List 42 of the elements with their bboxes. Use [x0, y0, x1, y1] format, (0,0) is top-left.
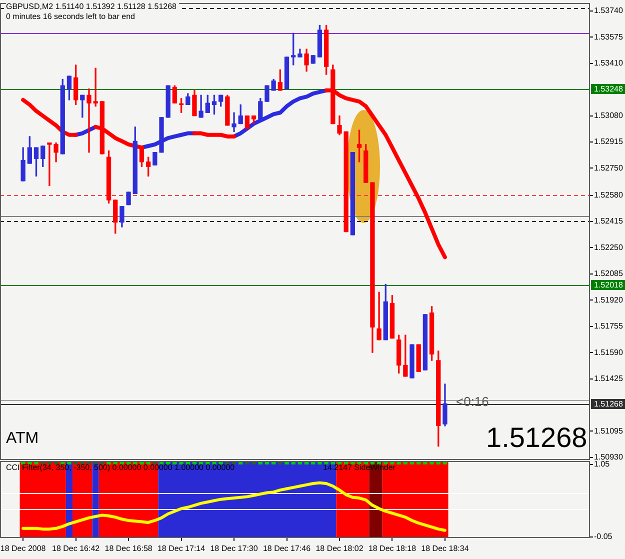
- y-tick-label: 1.51920: [594, 295, 624, 304]
- y-tick-label: 1.53740: [594, 6, 624, 16]
- y-tick-label: 1.05: [594, 460, 610, 469]
- x-tick-label: 18 Dec 18:02: [316, 544, 364, 554]
- candlestick: [422, 314, 428, 370]
- x-tick-label: 18 Dec 2008: [0, 544, 46, 554]
- y-tick-label: 1.51095: [594, 426, 624, 436]
- x-tick-label: 18 Dec 17:46: [262, 544, 312, 554]
- y-tick-label: 1.53575: [594, 32, 624, 42]
- y-tick-label: 1.52415: [594, 216, 624, 226]
- y-tick-label: 1.51425: [594, 374, 624, 383]
- candlestick: [416, 344, 421, 372]
- y-tick-label: 1.52915: [594, 137, 624, 146]
- annotation: 1.51268: [486, 422, 588, 454]
- y-tick-label: 1.53410: [594, 58, 624, 68]
- y-tick-label: 1.52750: [594, 163, 624, 172]
- y-tick-label: 1.52580: [594, 190, 624, 200]
- ref-line-label: 1.51268: [594, 400, 624, 409]
- candlestick: [244, 115, 250, 129]
- x-tick-label: 18 Dec 17:30: [210, 544, 258, 554]
- x-tick-label: 18 Dec 17:14: [157, 544, 206, 554]
- y-tick-label: 1.53080: [594, 111, 624, 120]
- y-tick-label: 1.50930: [594, 452, 624, 462]
- x-tick-label: 18 Dec 18:18: [368, 544, 417, 554]
- text: 0 minutes 16 seconds left to bar end: [6, 12, 137, 22]
- y-tick-label: 1.52250: [594, 242, 624, 252]
- y-tick-label: 1.52085: [594, 269, 624, 278]
- ref-line-label: 1.53248: [594, 84, 624, 94]
- chart-title: GBPUSD,M2 1.51140 1.51392 1.51128 1.51268: [6, 2, 178, 12]
- candlestick: [126, 192, 131, 206]
- y-tick-label: 1.51590: [594, 348, 624, 357]
- y-tick-label: -0.05: [594, 532, 613, 542]
- ref-line-label: 1.52018: [594, 280, 624, 290]
- candlestick: [344, 131, 348, 232]
- x-tick-label: 18 Dec 18:34: [421, 544, 470, 554]
- candlestick: [284, 56, 290, 90]
- candlestick: [152, 152, 158, 166]
- candlestick: [410, 344, 414, 378]
- annotation: ATM: [6, 430, 39, 448]
- y-tick-label: 1.51755: [594, 322, 624, 331]
- x-tick-label: 18 Dec 16:42: [52, 544, 100, 554]
- x-tick-label: 18 Dec 16:58: [104, 544, 153, 554]
